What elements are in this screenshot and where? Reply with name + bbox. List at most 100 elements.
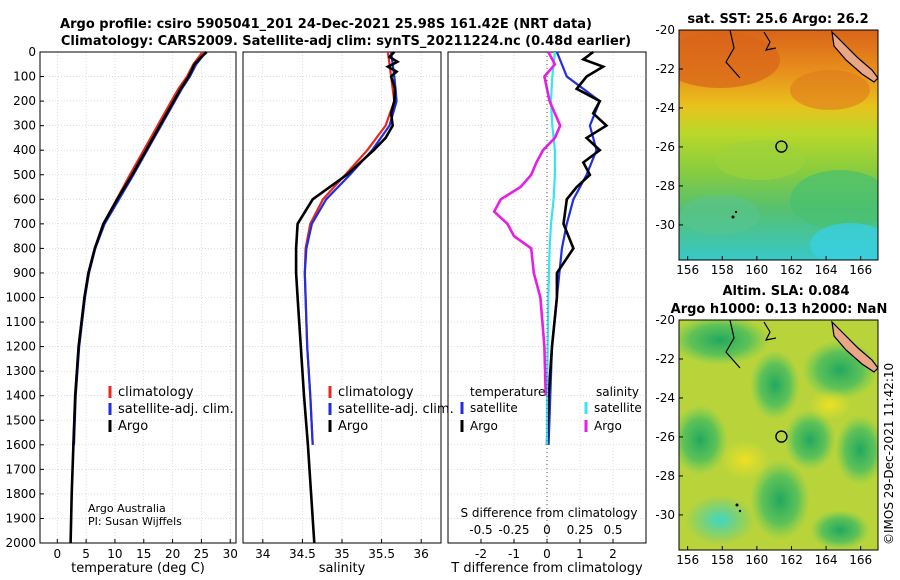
secondary-x-tick-label: -0.5 xyxy=(469,523,492,537)
x-tick-label: 35 xyxy=(334,547,349,561)
island-dot xyxy=(734,210,738,214)
y-tick-label: 1100 xyxy=(5,315,36,329)
sst-map-frame xyxy=(678,29,879,261)
map-x-tick-label: 164 xyxy=(815,553,838,567)
y-tick-label: 1400 xyxy=(5,389,36,403)
map-x-tick-label: 158 xyxy=(711,263,734,277)
legend-title: temperature xyxy=(470,385,545,399)
legend-label: satellite-adj. clim. xyxy=(338,402,454,417)
x-tick-label: -2 xyxy=(475,547,487,561)
temperature-panel: 0 5 10 15 20 25 30 temperature (deg C) 0 100 200 30… xyxy=(5,45,237,576)
secondary-x-axis-label: S difference from climatology xyxy=(461,506,638,520)
x-tick-label: -1 xyxy=(508,547,520,561)
map-x-tick-label: 156 xyxy=(676,553,699,567)
y-tick-label: 1600 xyxy=(5,438,36,452)
map-y-tick-label: -20 xyxy=(655,313,675,327)
secondary-x-tick-label: -0.25 xyxy=(498,523,529,537)
legend-label: satellite xyxy=(470,401,518,415)
secondary-x-tick-label: 0.5 xyxy=(603,523,622,537)
x-tick-label: 35.5 xyxy=(368,547,395,561)
difference-panel: -2 -1 0 1 2T difference from climatology S di… xyxy=(447,50,647,576)
map-x-tick-label: 160 xyxy=(745,263,768,277)
x-tick-label: 5 xyxy=(82,547,90,561)
map-y-tick-label: -24 xyxy=(655,101,675,115)
sla-map-axes: 156 158 160 162 164 166 -20 -22 -24 -26 -28 -30 xyxy=(655,313,872,567)
new-caledonia-land xyxy=(831,320,878,373)
y-tick-label: 700 xyxy=(13,217,36,231)
x-tick-label: 15 xyxy=(136,547,151,561)
y-tick-label: 1500 xyxy=(5,413,36,427)
legend-label: climatology xyxy=(118,385,194,400)
map-x-tick-label: 160 xyxy=(745,553,768,567)
map-y-tick-label: -28 xyxy=(655,469,675,483)
sla-map-title1: Altim. SLA: 0.084 xyxy=(723,284,850,299)
map-x-tick-label: 164 xyxy=(815,263,838,277)
legend-label: climatology xyxy=(338,385,414,400)
x-tick-label: 36 xyxy=(414,547,429,561)
island-dot xyxy=(735,503,739,507)
map-y-tick-label: -24 xyxy=(655,391,675,405)
y-tick-label: 1800 xyxy=(5,487,36,501)
map-x-tick-label: 162 xyxy=(780,553,803,567)
series-line-t-argo xyxy=(545,50,609,445)
reef-contour-2 xyxy=(763,31,777,51)
map-y-tick-label: -26 xyxy=(655,430,675,444)
map-x-tick-label: 158 xyxy=(711,553,734,567)
legend-label: Argo xyxy=(338,419,368,434)
x-tick-label: 1 xyxy=(576,547,584,561)
credit-line2: PI: Susan Wijffels xyxy=(88,515,182,528)
new-caledonia-land xyxy=(831,30,878,83)
map-y-tick-label: -22 xyxy=(655,352,675,366)
y-tick-label: 1000 xyxy=(5,291,36,305)
x-tick-label: 30 xyxy=(223,547,238,561)
y-tick-label: 900 xyxy=(13,266,36,280)
map-y-tick-label: -30 xyxy=(655,218,675,232)
y-tick-label: 600 xyxy=(13,192,36,206)
series-line-s-argo xyxy=(492,51,562,396)
y-tick-label: 0 xyxy=(28,45,36,59)
series-line-argo xyxy=(69,51,208,544)
map-y-tick-label: -26 xyxy=(655,140,675,154)
sst-map-title: sat. SST: 25.6 Argo: 26.2 xyxy=(687,12,868,27)
legend-title: salinity xyxy=(596,385,639,399)
secondary-x-tick-label: 0.25 xyxy=(567,523,594,537)
map-y-tick-label: -30 xyxy=(655,508,675,522)
legend-label: Argo xyxy=(470,419,498,433)
argo-position-marker xyxy=(775,140,788,153)
salinity-panel: 34 34.5 35 35.5 36 salinity climatology satelli… xyxy=(242,51,454,576)
y-tick-label: 1200 xyxy=(5,340,36,354)
series-line-argo xyxy=(294,51,401,544)
sst-map-field xyxy=(679,30,878,260)
y-tick-label: 800 xyxy=(13,241,36,255)
y-tick-label: 400 xyxy=(13,143,36,157)
y-tick-label: 1900 xyxy=(5,511,36,525)
x-tick-label: 25 xyxy=(194,547,209,561)
map-x-tick-label: 166 xyxy=(849,263,872,277)
x-tick-label: 0 xyxy=(53,547,61,561)
y-tick-label: 500 xyxy=(13,168,36,182)
series-line-satellite-adj-clim- xyxy=(303,51,398,445)
x-tick-label: 34 xyxy=(255,547,270,561)
sla-map-field xyxy=(679,320,878,550)
secondary-x-tick-label: 0 xyxy=(543,523,551,537)
map-y-tick-label: -28 xyxy=(655,179,675,193)
title-line1: Argo profile: csiro 5905041_201 24-Dec-2… xyxy=(60,17,592,32)
argo-position-marker xyxy=(775,430,788,443)
sla-map-title2: Argo h1000: 0.13 h2000: NaN xyxy=(671,302,888,317)
x-tick-label: 34.5 xyxy=(289,547,316,561)
title-line2: Climatology: CARS2009. Satellite-adj cli… xyxy=(61,34,631,49)
x-tick-label: 20 xyxy=(165,547,180,561)
reef-contour-2 xyxy=(763,321,777,341)
y-tick-label: 1700 xyxy=(5,462,36,476)
plot-frame xyxy=(39,51,237,544)
sla-map-frame xyxy=(678,319,879,551)
y-tick-label: 100 xyxy=(13,70,36,84)
map-x-tick-label: 162 xyxy=(780,263,803,277)
legend-label: satellite-adj. clim. xyxy=(118,402,234,417)
reef-contour xyxy=(725,30,741,79)
x-axis-label: T difference from climatology xyxy=(450,561,643,576)
x-axis-label: salinity xyxy=(319,561,366,576)
x-tick-label: 10 xyxy=(107,547,122,561)
legend-label: satellite xyxy=(594,401,642,415)
island-dot xyxy=(731,215,735,219)
